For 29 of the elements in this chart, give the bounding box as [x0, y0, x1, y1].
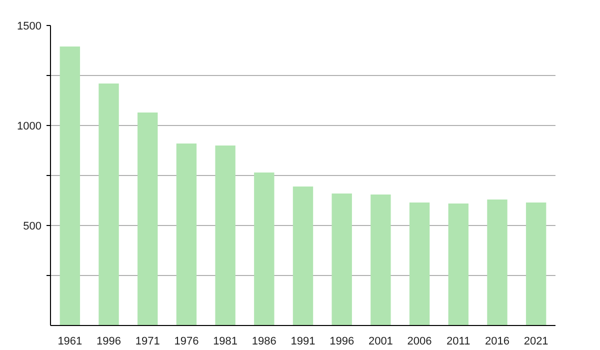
- x-tick-label: 1991: [290, 336, 316, 348]
- bar: [292, 186, 314, 326]
- x-tick-label: 2011: [446, 336, 470, 348]
- bar: [332, 194, 352, 326]
- bar: [60, 46, 80, 326]
- bar: [254, 172, 274, 326]
- y-tick-label: 500: [23, 220, 42, 232]
- bar: [138, 112, 158, 326]
- x-tick-label: 2021: [524, 336, 548, 348]
- x-tick-label: 1971: [135, 336, 160, 348]
- x-tick-label: 1986: [252, 336, 276, 348]
- x-tick-label: 1996: [330, 336, 354, 348]
- bar: [176, 144, 197, 326]
- x-tick-label: 2006: [407, 336, 432, 348]
- bar: [215, 146, 236, 326]
- bar: [98, 84, 119, 326]
- x-tick-label: 1996: [96, 336, 122, 348]
- y-tick-label: 1000: [17, 120, 42, 132]
- bar: [409, 202, 430, 326]
- x-tick-label: 1961: [58, 336, 82, 348]
- x-tick-label: 2001: [368, 336, 393, 348]
- bar: [526, 202, 546, 326]
- bar: [370, 194, 391, 326]
- x-tick-label: 2016: [484, 336, 510, 348]
- bar: [487, 200, 508, 326]
- x-tick-label: 1976: [174, 336, 199, 348]
- x-tick-label: 1981: [213, 336, 238, 348]
- bar: [448, 204, 468, 326]
- y-tick-label: 1500: [17, 20, 42, 32]
